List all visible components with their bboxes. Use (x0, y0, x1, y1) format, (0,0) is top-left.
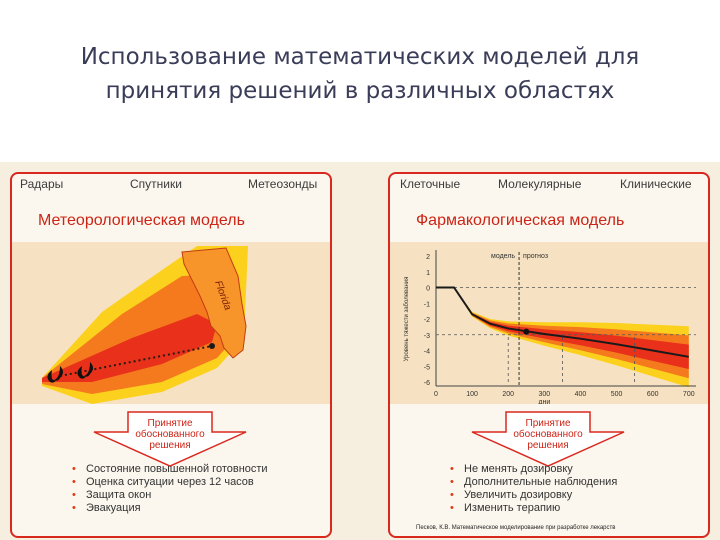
x-tick-label: 500 (611, 391, 623, 398)
pharma-model-title: Фармакологическая модель (416, 212, 625, 229)
pharma-action-item: Изменить терапию (450, 502, 617, 515)
confidence-band-inner (454, 287, 689, 370)
hurricane-forecast-map: Florida (12, 242, 330, 404)
x-tick-label: 300 (538, 391, 550, 398)
pharma-actions-list: Не менять дозировку Дополнительные наблю… (450, 463, 617, 515)
y-tick-label: 2 (426, 254, 430, 261)
hurricane-icon (47, 362, 93, 383)
forecast-cone-inner (42, 314, 217, 382)
observed-data-point (523, 328, 530, 335)
x-tick-label: 600 (647, 391, 659, 398)
pharma-decision-line-3: решения (527, 440, 569, 451)
source-citation: Песков, К.В. Математическое моделировани… (416, 525, 616, 531)
meteo-actions-list: Состояние повышенной готовности Оценка с… (72, 463, 268, 515)
x-tick-label: 200 (502, 391, 514, 398)
meteo-action-item: Состояние повышенной готовности (72, 463, 268, 476)
slide-title: Использование математических моделей для… (0, 40, 720, 108)
pharma-decision-label: Принятие обоснованного решения (468, 418, 628, 451)
x-tick-label: 400 (575, 391, 587, 398)
meteo-model-title: Метеорологическая модель (38, 212, 245, 229)
meteo-decision-arrow-shape (93, 411, 247, 467)
slide-title-line-2: принятия решений в различных областях (105, 78, 615, 104)
pharma-decision-line-2: обоснованного (513, 429, 583, 440)
pharma-action-item: Увеличить дозировку (450, 489, 617, 502)
y-tick-label: 1 (426, 270, 430, 277)
pharma-source-tabs: Клеточные Молекулярные Клинические (390, 177, 708, 195)
hurricane-current-position (209, 343, 215, 349)
y-tick-label: -3 (424, 333, 430, 340)
meteo-decision-line-3: решения (149, 440, 191, 451)
x-axis-label: дни (538, 399, 550, 404)
pharma-action-item: Дополнительные наблюдения (450, 476, 617, 489)
meteo-source-tabs: Радары Спутники Метеозонды (12, 177, 330, 195)
meteo-decision-line-1: Принятие (147, 418, 193, 429)
y-tick-label: 0 (426, 286, 430, 293)
y-axis-label: Уровень тяжести заболевания (404, 277, 410, 362)
x-tick-label: 0 (434, 391, 438, 398)
meteo-action-item: Оценка ситуации через 12 часов (72, 476, 268, 489)
meteo-tab-satellites: Спутники (130, 177, 182, 191)
disease-severity-chart: 2 1 0 -1 -2 -3 -4 -5 -6 0 100 200 300 400 500 600 700 Уро… (390, 242, 708, 404)
florida-landmass (181, 247, 247, 359)
pharma-decision-line-1: Принятие (525, 418, 571, 429)
x-tick-label: 700 (683, 391, 695, 398)
pharma-tab-cellular: Клеточные (400, 177, 461, 191)
y-tick-label: -2 (424, 317, 430, 324)
forecast-label: прогноз (523, 253, 548, 260)
meteo-tab-radar: Радары (20, 177, 64, 191)
pharma-decision-arrow-shape (471, 411, 625, 467)
y-tick-label: -6 (424, 380, 430, 387)
meteo-decision-line-2: обоснованного (135, 429, 205, 440)
pharma-action-item: Не менять дозировку (450, 463, 617, 476)
meteo-decision-arrow: Принятие обоснованного решения (90, 410, 250, 468)
y-tick-label: -5 (424, 364, 430, 371)
pharma-decision-arrow: Принятие обоснованного решения (468, 410, 628, 468)
hurricane-track (59, 345, 213, 377)
x-tick-label: 100 (466, 391, 478, 398)
meteo-tab-weather-balloons: Метеозонды (248, 177, 318, 191)
y-tick-label: -4 (424, 349, 430, 356)
y-tick-label: -1 (424, 301, 430, 308)
meteo-decision-label: Принятие обоснованного решения (90, 418, 250, 451)
pharma-panel: Клеточные Молекулярные Клинические Фарма… (388, 172, 710, 538)
slide-title-line-1: Использование математических моделей для (80, 44, 640, 70)
pharma-tab-molecular: Молекулярные (498, 177, 582, 191)
pharma-tab-clinical: Клинические (620, 177, 692, 191)
meteo-panel: Радары Спутники Метеозонды Метеорологиче… (10, 172, 332, 538)
model-label: модель (491, 253, 515, 260)
meteo-action-item: Защита окон (72, 489, 268, 502)
meteo-action-item: Эвакуация (72, 502, 268, 515)
